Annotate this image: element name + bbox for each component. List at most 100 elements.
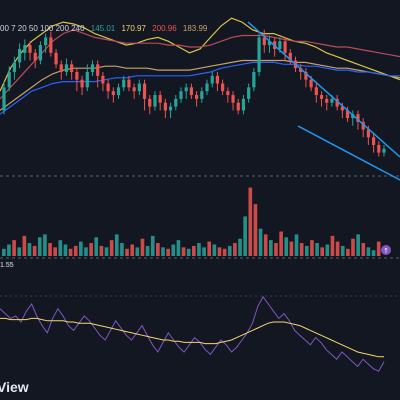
volume-bar (161, 247, 165, 256)
candle-body (168, 106, 173, 111)
volume-bar (376, 241, 381, 256)
candle-body (366, 129, 370, 138)
rsi-value-label: 1.55 (0, 262, 14, 269)
candle (257, 33, 261, 76)
candle (304, 68, 308, 88)
candle (132, 83, 136, 99)
candle-body (127, 79, 131, 88)
volume-bar (207, 241, 212, 256)
candle-body (7, 72, 11, 88)
volume-bar (104, 247, 109, 256)
rsi-ma-line (0, 317, 384, 358)
candle-body (158, 95, 162, 103)
candle-body (288, 52, 292, 61)
candle (174, 95, 178, 111)
candle-body (309, 79, 313, 88)
indicator-icon[interactable]: ↑ (381, 245, 391, 255)
candle-body (278, 41, 282, 49)
candle-body (75, 72, 79, 80)
volume-bars (2, 187, 381, 256)
candle (23, 39, 27, 61)
candle-body (319, 95, 324, 99)
candle (247, 83, 251, 103)
candle-body (184, 87, 188, 92)
candle-body (101, 75, 105, 84)
volume-bar (222, 248, 227, 256)
candle (195, 91, 199, 107)
candle-body (252, 72, 256, 88)
candle (106, 79, 110, 99)
candle-body (267, 41, 272, 46)
candle (210, 72, 214, 88)
candle (267, 35, 272, 53)
candle-body (226, 91, 230, 96)
volume-bar (217, 247, 222, 256)
candle (288, 48, 292, 65)
volume-bar (330, 235, 335, 256)
candle-body (210, 75, 214, 84)
candle (226, 87, 230, 103)
brand-text: View (0, 379, 29, 395)
ma-line-3 (0, 29, 400, 100)
candle (90, 60, 95, 76)
candle (70, 60, 74, 80)
candle (252, 68, 256, 92)
candle (96, 60, 100, 88)
candle-body (64, 64, 69, 72)
candle (38, 41, 43, 65)
wedge-lower-line[interactable] (297, 125, 400, 181)
candle (44, 33, 48, 53)
volume-bar (150, 235, 155, 256)
candle-body (44, 37, 48, 46)
volume-bar (238, 238, 242, 256)
volume-bar (202, 247, 206, 256)
volume-bar (356, 234, 360, 256)
volume-bar (258, 228, 263, 256)
volume-bar (192, 245, 196, 256)
volume-bar (156, 243, 160, 256)
candle-body (236, 102, 240, 111)
candle-body (80, 79, 84, 88)
volume-bar (346, 248, 350, 256)
ma-line-4 (0, 61, 400, 115)
volume-bar (274, 243, 278, 256)
volume-bar (58, 240, 63, 256)
volume-bar (22, 235, 27, 256)
candle (179, 87, 183, 103)
volume-bar (89, 243, 93, 256)
volume-bar (263, 234, 268, 256)
candle-body (345, 110, 350, 119)
volume-bar (294, 234, 299, 256)
candle-body (137, 83, 141, 92)
candle-body (299, 68, 303, 72)
volume-bar (212, 244, 217, 256)
candle (351, 110, 355, 126)
wedge-upper-line[interactable] (247, 21, 400, 158)
candle (283, 37, 287, 61)
candle-body (96, 64, 100, 76)
candle-body (148, 98, 152, 107)
candle (335, 95, 339, 111)
candle (122, 75, 126, 92)
candle-body (18, 48, 22, 63)
volume-bar (140, 238, 145, 256)
volume-bar (2, 248, 6, 256)
volume-bar (320, 247, 325, 256)
volume-bar (366, 247, 371, 256)
candle (116, 83, 121, 99)
volume-bar (109, 240, 114, 256)
candle (80, 75, 84, 96)
candle (158, 91, 162, 111)
candle (361, 118, 365, 138)
volume-bar (48, 243, 52, 256)
volume-bar (243, 216, 247, 256)
candle (111, 87, 115, 103)
candle-body (247, 87, 251, 99)
candle (142, 79, 147, 111)
candle-body (189, 87, 193, 96)
volume-bar (94, 237, 99, 256)
volume-bar (253, 204, 258, 256)
falling-wedge[interactable] (247, 21, 400, 181)
